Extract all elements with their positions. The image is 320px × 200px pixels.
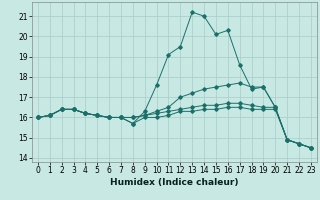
X-axis label: Humidex (Indice chaleur): Humidex (Indice chaleur) <box>110 178 239 187</box>
